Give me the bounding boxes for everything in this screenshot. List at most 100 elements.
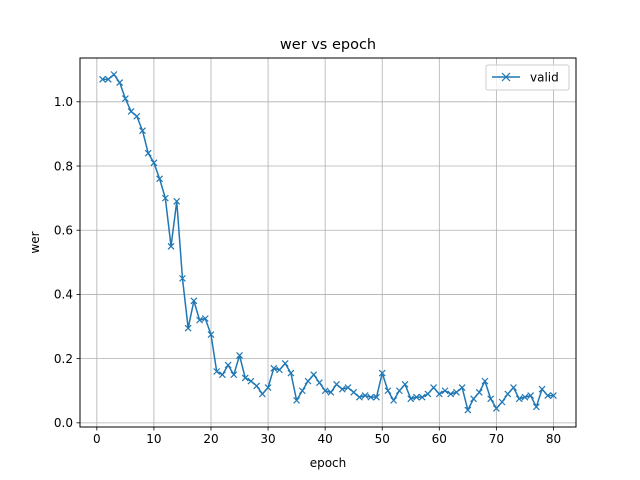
data-point-marker (139, 127, 146, 135)
data-point-marker (258, 390, 266, 398)
data-point-marker (310, 371, 318, 379)
data-point-marker (218, 371, 226, 379)
data-point-marker (350, 388, 358, 396)
data-point-marker (355, 393, 363, 401)
grid (80, 58, 576, 427)
data-point-marker (213, 368, 221, 375)
data-point-marker (521, 393, 529, 401)
data-point-marker (327, 388, 335, 396)
data-point-marker (487, 395, 495, 403)
data-point-marker (510, 384, 517, 391)
data-point-marker (161, 194, 169, 202)
data-point-marker (116, 79, 124, 86)
data-point-marker (133, 112, 141, 120)
data-point-marker (532, 403, 540, 411)
data-point-marker (104, 75, 112, 83)
data-point-marker (481, 377, 489, 385)
data-point-marker (492, 404, 500, 412)
data-point-marker (395, 387, 403, 395)
data-point-marker (144, 149, 152, 157)
data-point-marker (287, 369, 295, 377)
data-point-marker (293, 396, 301, 404)
data-point-marker (207, 331, 215, 338)
ticks: 0 10 20 30 40 50 60 70 80 0.0 0.2 0.4 0.6 0.8 1.0 (54, 95, 561, 446)
data-point-marker (447, 390, 455, 398)
data-point-marker (384, 387, 392, 395)
data-point-marker (190, 297, 198, 305)
data-point-marker (99, 75, 106, 83)
data-point-marker (361, 392, 369, 399)
y-tick-label: 1.0 (54, 95, 73, 109)
x-tick-label: 50 (375, 432, 390, 446)
data-point-marker (253, 382, 261, 390)
data-point-marker (401, 380, 409, 388)
x-axis-label: epoch (310, 456, 347, 470)
data-point-marker (121, 95, 129, 103)
y-tick-label: 0.4 (54, 288, 73, 302)
data-point-marker (236, 352, 243, 359)
data-point-marker (338, 385, 346, 393)
data-point-marker (452, 388, 460, 396)
data-point-marker (333, 380, 340, 388)
data-point-marker (230, 371, 238, 379)
data-point-marker (173, 197, 181, 205)
data-point-marker (276, 366, 283, 374)
data-point-marker (321, 387, 329, 395)
x-tick-label: 40 (318, 432, 333, 446)
data-point-marker (184, 324, 192, 332)
data-point-marker (167, 242, 175, 250)
legend-label-valid: valid (530, 71, 559, 85)
x-tick-label: 10 (146, 432, 161, 446)
data-point-marker (316, 379, 323, 387)
data-point-marker (378, 369, 386, 377)
x-tick-label: 0 (93, 432, 101, 446)
data-point-marker (407, 395, 415, 403)
data-point-marker (304, 377, 312, 385)
y-tick-label: 0.8 (54, 159, 73, 173)
x-tick-label: 70 (489, 432, 504, 446)
data-point-marker (430, 384, 438, 391)
data-point-marker (224, 361, 232, 369)
plot-frame (79, 57, 577, 428)
x-tick-label: 80 (546, 432, 561, 446)
data-point-marker (373, 393, 380, 401)
data-point-marker (550, 392, 557, 399)
data-point-marker (475, 388, 483, 396)
data-point-marker (344, 384, 352, 391)
data-point-marker (367, 393, 375, 401)
x-tick-label: 20 (203, 432, 218, 446)
data-point-marker (298, 387, 306, 395)
data-point-marker (241, 374, 249, 382)
data-point-marker (544, 392, 552, 399)
data-point-marker (110, 71, 118, 78)
data-point-marker (504, 390, 512, 398)
data-point-marker (418, 393, 426, 401)
data-point-marker (196, 316, 204, 324)
series-layer (99, 71, 557, 414)
x-tick-label: 30 (260, 432, 275, 446)
data-point-marker (270, 364, 278, 372)
data-point-marker (527, 392, 535, 399)
x-tick-label: 60 (432, 432, 447, 446)
chart-title: wer vs epoch (280, 37, 376, 53)
y-axis-label: wer (28, 231, 42, 253)
y-tick-label: 0.2 (54, 352, 73, 366)
data-point-marker (156, 175, 164, 183)
data-point-marker (498, 398, 506, 406)
legend-marker-x-icon (501, 72, 511, 82)
data-point-marker (201, 315, 209, 322)
data-point-marker (264, 384, 272, 391)
data-point-marker (441, 387, 449, 395)
data-point-marker (515, 395, 523, 403)
data-point-marker (247, 377, 255, 385)
data-point-marker (458, 384, 466, 391)
data-point-marker (150, 159, 158, 167)
data-point-marker (390, 396, 398, 404)
data-point-marker (435, 390, 443, 398)
legend-box (485, 64, 570, 91)
data-point-marker (127, 108, 135, 115)
data-point-marker (413, 393, 420, 401)
data-point-marker (424, 390, 432, 398)
y-tick-label: 0.0 (54, 416, 73, 430)
y-tick-label: 0.6 (54, 224, 73, 238)
